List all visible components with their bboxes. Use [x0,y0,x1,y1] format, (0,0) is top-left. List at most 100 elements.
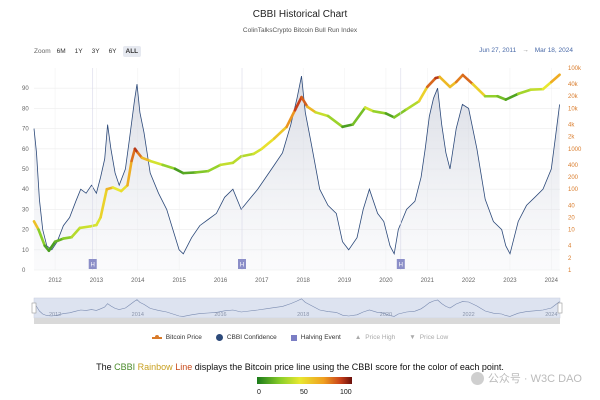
chart-title: CBBI Historical Chart [252,9,348,20]
left-tick-label: 40 [22,187,29,193]
zoom-all-button[interactable]: ALL [122,46,142,57]
range-from-input[interactable]: Jun 27, 2011 [479,47,517,54]
left-tick-label: 10 [22,248,29,254]
price-segment [372,109,388,115]
price-segment [173,167,185,175]
caption: The CBBI Rainbow Line displays the Bitco… [0,362,600,372]
navigator: 2012 2014 2016 2018 2020 2022 2024 [31,297,563,324]
caption-rainbow: Rainbow [137,362,173,372]
right-tick-label: 100k [568,66,582,72]
navigator-tick-label: 2012 [49,312,61,318]
navigator-tick-label: 2014 [132,312,144,318]
left-tick-label: 90 [22,86,29,92]
price-segment [32,220,40,231]
right-tick-label: 10k [568,106,579,112]
price-segment [417,85,429,103]
navigator-tick-label: 2016 [214,312,226,318]
halving-marker [396,259,405,269]
left-tick-label: 50 [22,167,29,173]
date-range: Jun 27, 2011 → Mar 18, 2024 [479,47,573,54]
price-segment [314,111,330,118]
zoom-6m-button[interactable]: 6M [56,48,66,55]
zoom-1y-button[interactable]: 1Y [74,48,83,55]
price-segment [448,80,458,89]
price-segment [496,94,508,101]
right-axis-ticks: 1 2 4 10 20 40 100 200 400 1000 2k 4k 10k 20k 40k 100k [568,66,582,274]
triangle-down-icon: ▼ [409,334,416,341]
legend-bitcoin-price[interactable]: Bitcoin Price [151,334,202,341]
price-segment [239,152,255,158]
right-tick-label: 100 [568,187,579,193]
price-segment [285,108,297,129]
x-tick-label: 2023 [503,278,517,284]
cbbi-area-fill [34,76,560,270]
price-segment [206,163,222,173]
price-segment [231,155,243,165]
price-segment [111,186,123,193]
price-segment [95,216,102,227]
legend-halving-event[interactable]: Halving Event [290,334,341,341]
x-tick-label: 2020 [379,278,393,284]
price-segment [351,106,367,126]
legend-price-low[interactable]: ▼ Price Low [409,334,448,341]
price-segment [99,187,109,219]
halving-marker-label: H [399,263,403,269]
price-segment [148,159,164,167]
right-tick-label: 1 [568,268,572,274]
halving-marker-label: H [91,263,95,269]
price-segment [260,137,276,151]
legend-low-label: Price Low [419,334,449,341]
legend-cbbi-marker [215,334,223,341]
colorbar-label-50: 50 [300,389,308,396]
legend-cbbi-confidence[interactable]: CBBI Confidence [215,334,277,341]
right-tick-label: 2k [568,135,575,141]
navigator-tick-label: 2018 [297,312,309,318]
right-tick-label: 4k [568,122,575,128]
zoom-3y-button[interactable]: 3Y [91,48,100,55]
caption-pre: The [96,362,115,372]
right-tick-label: 20 [568,215,575,221]
price-segment [37,228,47,247]
zoom-6y-button[interactable]: 6Y [108,48,117,55]
watermark: 公众号 · W3C DAO [470,370,582,386]
price-segment [454,73,465,84]
triangle-up-icon: ▲ [354,334,362,341]
navigator-right-handle [557,302,563,314]
colorbar-label-0: 0 [257,389,261,396]
legend-halving-marker [290,334,297,341]
legend-cbbi-label: CBBI Confidence [226,334,277,341]
price-segment [119,183,129,193]
right-tick-label: 10 [568,228,575,234]
caption-post: displays the Bitcoin price line using th… [192,362,504,372]
legend-price-high[interactable]: ▲ Price High [355,334,395,341]
left-tick-label: 60 [22,147,29,153]
price-segment [161,163,177,171]
legend-halving-label: Halving Event [300,334,341,341]
legend-price-label: Bitcoin Price [165,334,202,341]
price-segment [471,82,487,98]
left-axis-ticks: 0 10 20 30 40 50 60 70 80 90 [22,86,29,274]
price-segment [293,95,303,112]
caption-line: Line [175,362,193,372]
price-segment [140,156,152,163]
range-to-input[interactable]: Mar 18, 2024 [534,47,573,54]
x-tick-label: 2015 [172,278,186,284]
halving-marker [88,259,97,269]
price-segment [252,147,264,156]
price-segment [341,123,355,129]
range-arrow: → [522,47,529,54]
price-segment [363,106,375,113]
x-tick-label: 2017 [255,278,269,284]
price-segment [47,240,57,253]
halving-marker [238,259,247,269]
price-segment [405,99,421,111]
right-tick-label: 400 [568,163,579,169]
wechat-icon [470,371,484,385]
price-segment [438,75,452,89]
navigator-series [33,298,560,317]
x-tick-label: 2019 [338,278,352,284]
zoom-label: Zoom [34,48,51,55]
right-tick-label: 200 [568,175,579,181]
price-segment [541,80,553,91]
